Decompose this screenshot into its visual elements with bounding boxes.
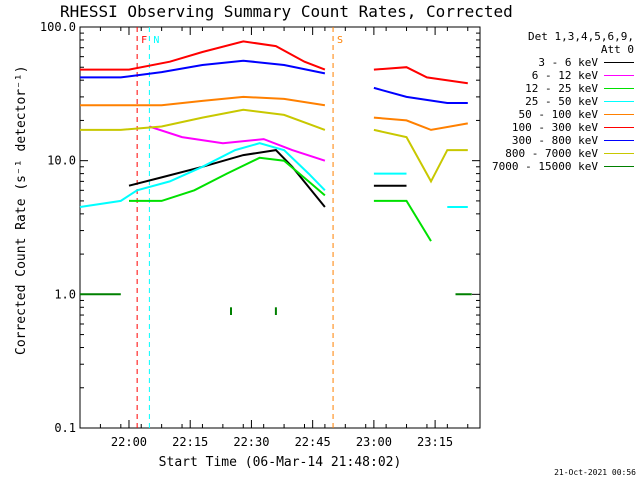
legend-entry: 300 - 800 keV	[492, 134, 634, 147]
marker-label: S	[337, 35, 343, 46]
legend-entry-label: 100 - 300 keV	[511, 121, 598, 134]
legend-entry-label: 12 - 25 keV	[525, 82, 598, 95]
legend-entry-label: 7000 - 15000 keV	[492, 160, 598, 173]
legend: Det 1,3,4,5,6,9, Att 0 3 - 6 keV 6 - 12 k…	[492, 30, 634, 173]
plot-frame	[79, 26, 481, 429]
legend-entry: 12 - 25 keV	[492, 82, 634, 95]
x-tick-label: 22:30	[233, 435, 269, 449]
legend-entry: 100 - 300 keV	[492, 121, 634, 134]
legend-entry-label: 50 - 100 keV	[518, 108, 598, 121]
legend-swatch	[604, 127, 634, 128]
legend-swatch	[604, 75, 634, 76]
x-tick-label: 22:00	[111, 435, 147, 449]
legend-entry: 7000 - 15000 keV	[492, 160, 634, 173]
legend-entry: 6 - 12 keV	[492, 69, 634, 82]
y-tick-label: 0.1	[54, 421, 76, 435]
marker-label: F	[141, 35, 147, 46]
y-axis-label: Corrected Count Rate (s⁻¹ detector⁻¹)	[14, 65, 29, 355]
legend-entry-label: 300 - 800 keV	[511, 134, 598, 147]
legend-detector-line: Det 1,3,4,5,6,9,	[528, 30, 634, 43]
series-line	[80, 108, 326, 131]
series-line	[373, 66, 468, 85]
legend-entry: 3 - 6 keV	[492, 56, 634, 69]
legend-entry-label: 25 - 50 keV	[525, 95, 598, 108]
series-line	[373, 199, 432, 242]
y-tick-label: 10.0	[47, 154, 76, 168]
generation-timestamp: 21-Oct-2021 00:56	[554, 468, 636, 477]
y-tick-label: 1.0	[54, 287, 76, 301]
chart-title: RHESSI Observing Summary Count Rates, Co…	[60, 2, 513, 21]
legend-entry: 50 - 100 keV	[492, 108, 634, 121]
legend-swatch	[604, 153, 634, 154]
series-line	[128, 149, 326, 208]
series-line	[80, 59, 326, 79]
legend-entry-label: 800 - 7000 keV	[505, 147, 598, 160]
marker-label: N	[153, 35, 159, 46]
legend-entry: 25 - 50 keV	[492, 95, 634, 108]
legend-attenuator-line: Att 0	[600, 43, 634, 56]
legend-swatch	[604, 166, 634, 167]
legend-entries: 3 - 6 keV 6 - 12 keV 12 - 25 keV 25 - 50 ke…	[492, 56, 634, 173]
x-tick-label: 23:15	[417, 435, 453, 449]
legend-swatch	[604, 140, 634, 141]
x-tick-label: 22:45	[295, 435, 331, 449]
legend-swatch	[604, 88, 634, 89]
x-tick-label: 22:15	[172, 435, 208, 449]
series-line	[373, 116, 468, 131]
series-line	[79, 142, 326, 208]
legend-entry-label: 6 - 12 keV	[531, 69, 598, 82]
series-line	[373, 128, 468, 184]
x-axis-label: Start Time (06-Mar-14 21:48:02)	[158, 455, 402, 470]
series-line	[80, 40, 326, 71]
x-tick-label: 23:00	[356, 435, 392, 449]
series-line	[373, 86, 468, 104]
series-line	[129, 156, 326, 202]
legend-swatch	[604, 114, 634, 115]
legend-swatch	[604, 101, 634, 102]
legend-swatch	[604, 62, 634, 63]
series-line	[149, 125, 326, 162]
legend-entry-label: 3 - 6 keV	[538, 56, 598, 69]
legend-entry: 800 - 7000 keV	[492, 147, 634, 160]
series-line	[80, 95, 326, 107]
y-tick-label: 100.0	[40, 20, 76, 34]
